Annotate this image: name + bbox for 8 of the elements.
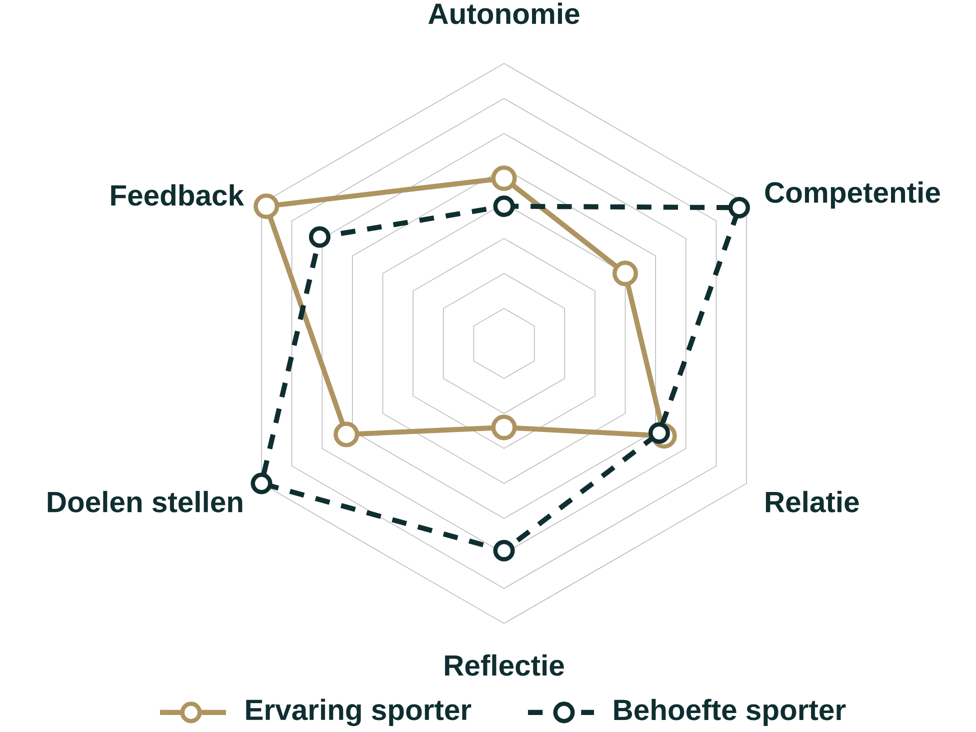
legend-label: Behoefte sporter — [614, 698, 846, 726]
spoke-label: Doelen stellen — [48, 490, 242, 512]
spoke-label: Autonomie — [428, 2, 580, 24]
legend-label: Ervaring sporter — [246, 698, 472, 726]
spoke-label: Reflectie — [445, 654, 564, 676]
spoke-label: Feedback — [111, 184, 244, 206]
spoke-label: Competentie — [765, 181, 940, 208]
spoke-label: Relatie — [766, 490, 859, 512]
